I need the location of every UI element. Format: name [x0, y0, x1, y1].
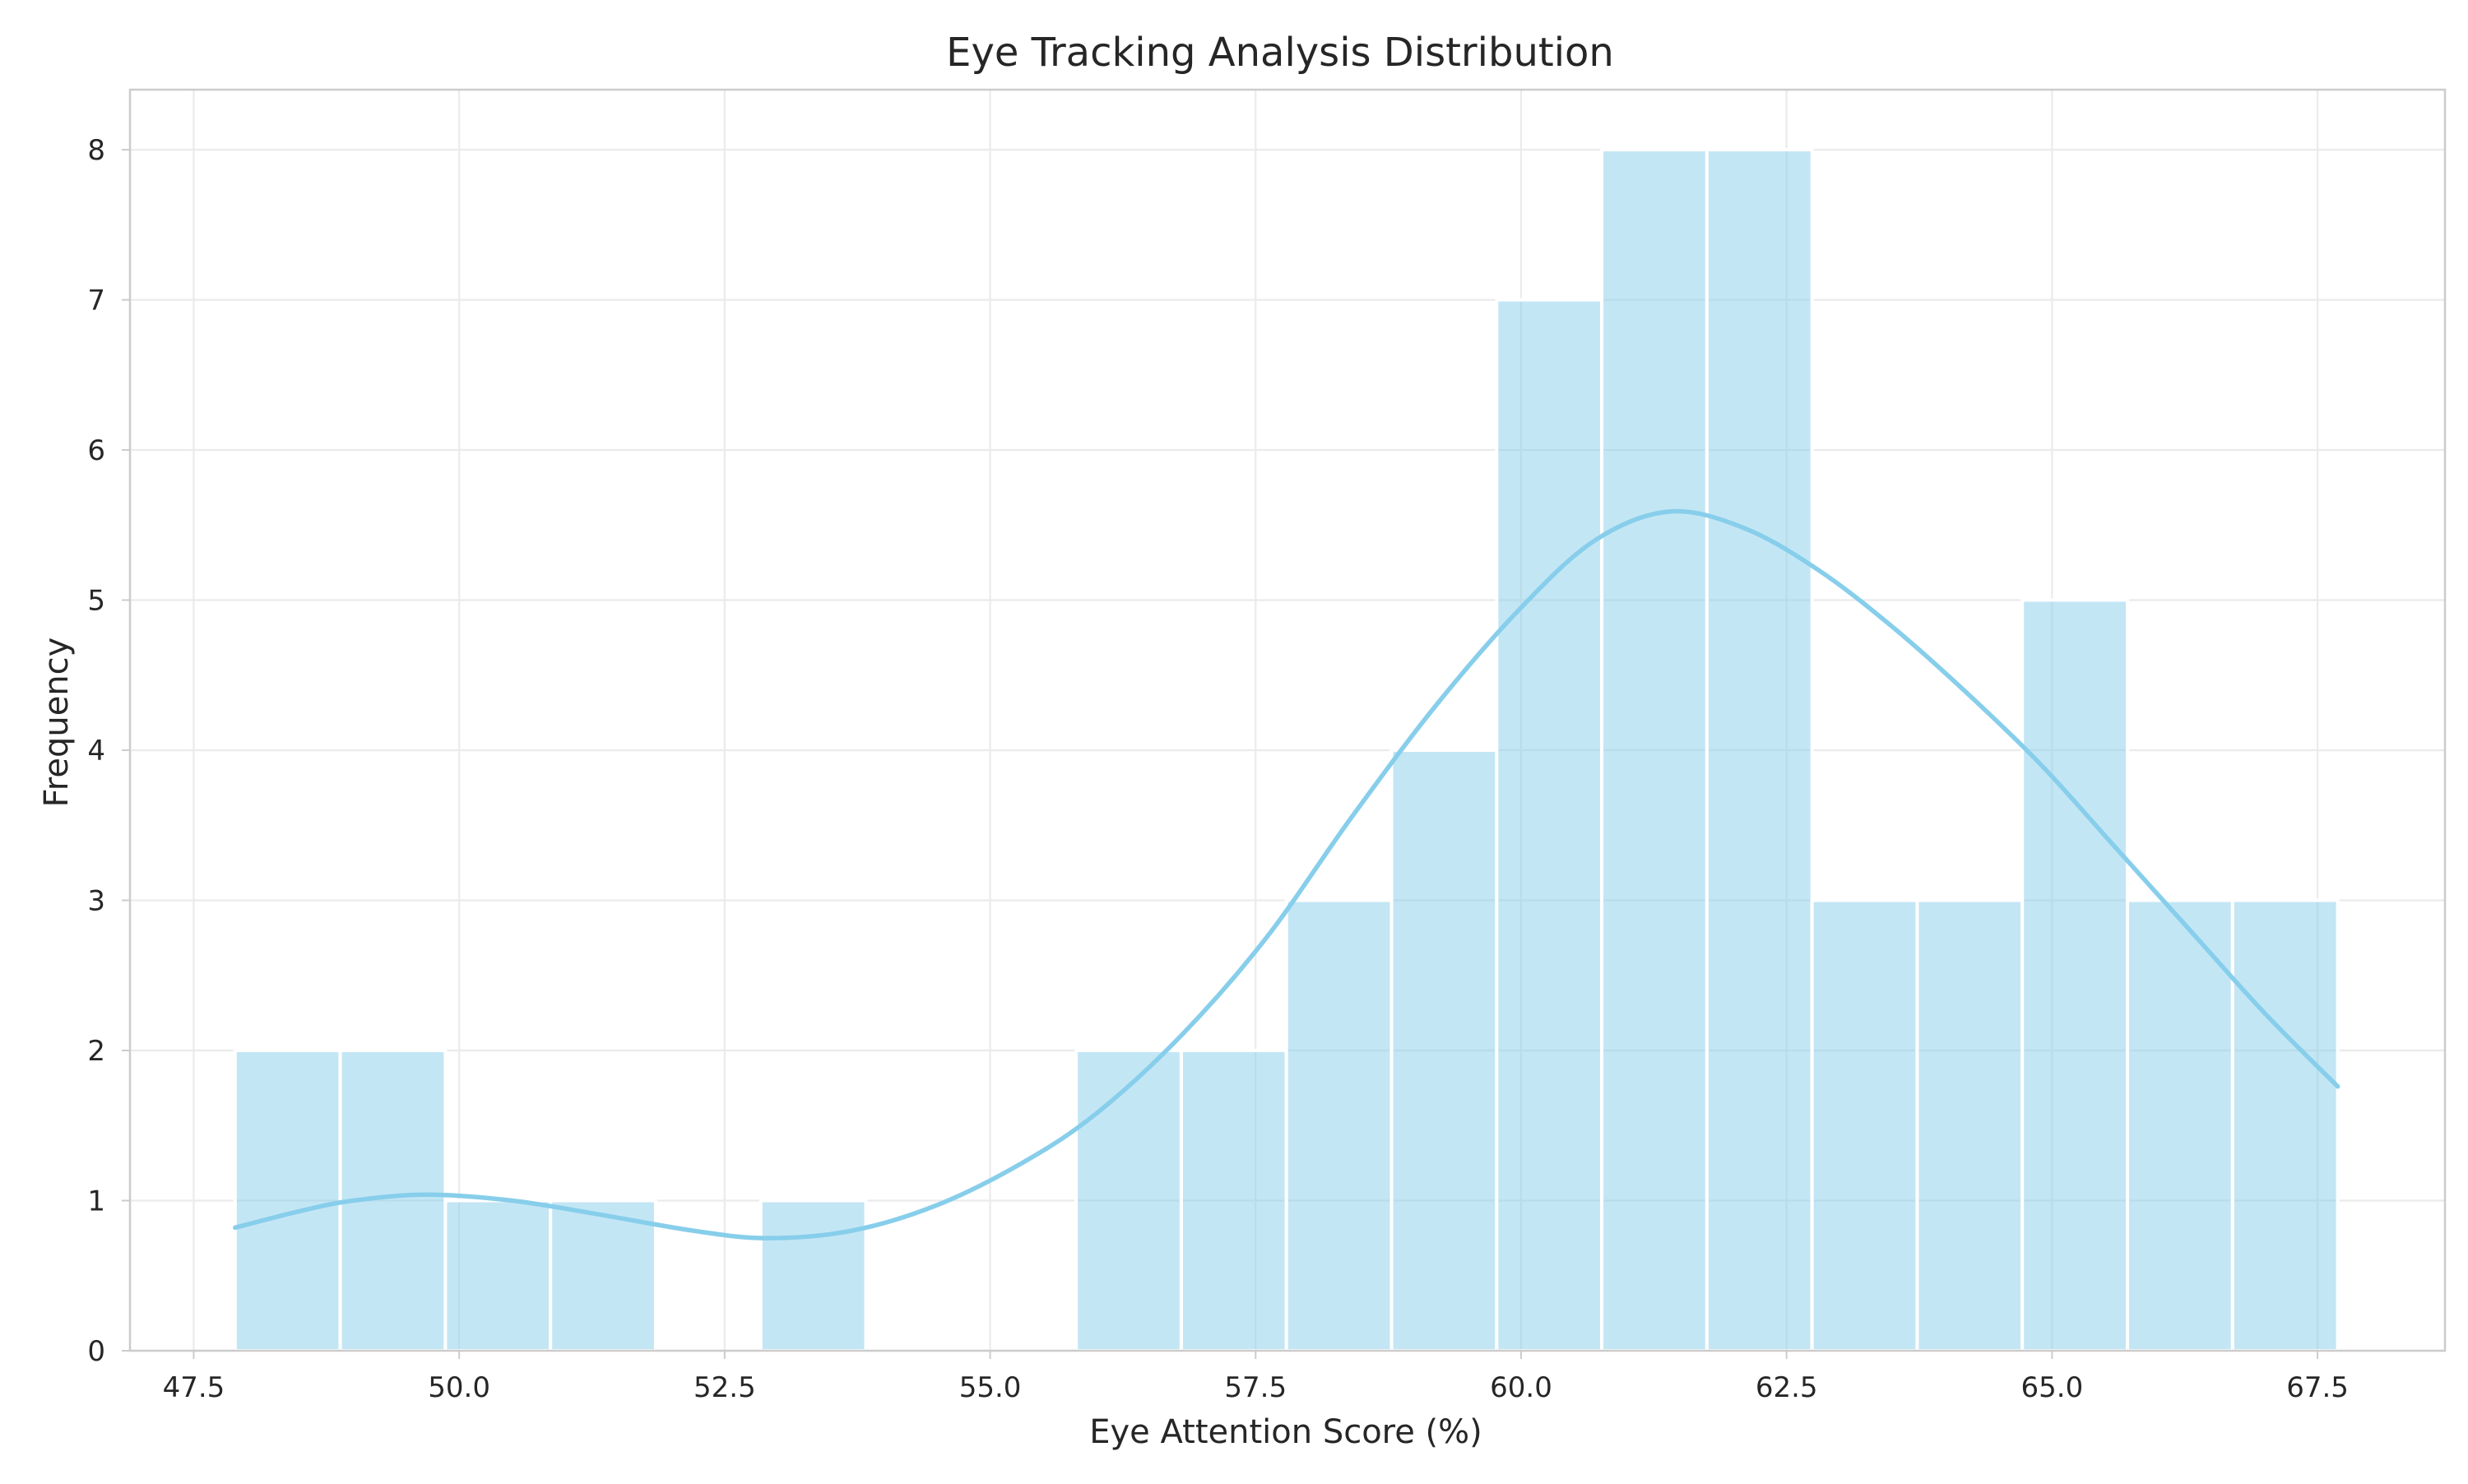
- y-tick-label: 5: [87, 585, 105, 618]
- y-axis-label: Frequency: [38, 638, 76, 808]
- x-tick-label: 47.5: [163, 1371, 225, 1404]
- histogram-bar: [233, 1049, 342, 1352]
- kde-curve: [233, 508, 2340, 1241]
- histogram-bar: [1495, 298, 1604, 1352]
- y-tick-label: 0: [87, 1335, 105, 1368]
- histogram-bar: [1389, 749, 1499, 1352]
- y-tick-label: 6: [87, 434, 105, 467]
- x-tick-label: 62.5: [1756, 1371, 1818, 1404]
- histogram-bar: [443, 1199, 553, 1352]
- histogram-bar: [2020, 598, 2130, 1352]
- x-ticks: 47.5 50.0 52.5 55.0 57.5 60.0 62.5 65.0 67.5: [163, 1351, 2349, 1404]
- histogram-bar: [2126, 898, 2234, 1352]
- y-tick-label: 2: [87, 1035, 105, 1068]
- y-tick-label: 8: [87, 134, 105, 167]
- x-tick-label: 67.5: [2286, 1371, 2349, 1404]
- x-tick-label: 55.0: [959, 1371, 1022, 1404]
- histogram-bar: [1810, 898, 1919, 1352]
- x-tick-label: 65.0: [2021, 1371, 2084, 1404]
- x-tick-label: 50.0: [428, 1371, 490, 1404]
- histogram-bar: [1074, 1049, 1183, 1352]
- histogram-bar: [1915, 898, 2025, 1352]
- plot-frame: [128, 88, 2447, 1352]
- histogram-bar: [549, 1199, 657, 1352]
- x-tick-label: 57.5: [1224, 1371, 1287, 1404]
- chart-title: Eye Tracking Analysis Distribution: [946, 30, 1614, 76]
- x-tick-label: 52.5: [694, 1371, 756, 1404]
- y-ticks: 0 1 2 3 4 5 6 7 8: [87, 134, 130, 1368]
- histogram-bar: [758, 1199, 868, 1352]
- y-tick-label: 4: [87, 735, 105, 768]
- y-tick-label: 7: [87, 285, 105, 318]
- histogram-bar: [2230, 898, 2340, 1352]
- histogram-bar: [1600, 148, 1709, 1352]
- kde-layer: [233, 508, 2340, 1241]
- histogram-bar: [1179, 1049, 1288, 1352]
- x-axis-label: Eye Attention Score (%): [1089, 1413, 1482, 1451]
- y-tick-label: 3: [87, 885, 105, 918]
- x-tick-label: 60.0: [1490, 1371, 1552, 1404]
- y-tick-label: 1: [87, 1185, 105, 1218]
- histogram-bar: [1284, 898, 1394, 1352]
- histogram-bar: [1705, 148, 1814, 1352]
